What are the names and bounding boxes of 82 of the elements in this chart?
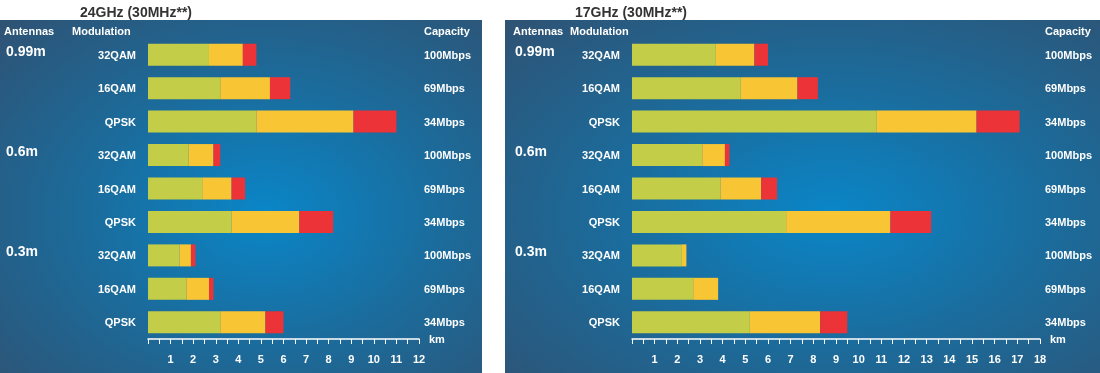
text: 34Mbps [424, 215, 465, 228]
text: 100Mbps [1045, 149, 1093, 162]
text: 34Mbps [1045, 215, 1086, 228]
x-tick-label: 12 [897, 352, 911, 365]
y-tick-label: 32QAM [582, 149, 620, 162]
x-tick-label: 14 [943, 352, 957, 365]
x-tick-label: 2 [190, 352, 197, 365]
text: 34Mbps [424, 115, 465, 128]
text: 69Mbps [424, 82, 465, 95]
x-tick-label: 9 [832, 352, 840, 365]
y-tick-label: 16QAM [582, 82, 620, 95]
x-tick-label: 17 [1011, 352, 1024, 365]
x-tick-label: 1 [167, 352, 174, 365]
text: 100Mbps [424, 48, 472, 61]
x-tick-label: 7 [787, 352, 794, 365]
x-tick-label: 8 [810, 352, 817, 365]
text: 34Mbps [1045, 316, 1086, 329]
chart-title: 24GHz (30MHz**) [80, 4, 193, 20]
y-tick-label: 32QAM [98, 149, 136, 162]
text: Capacity [424, 25, 471, 37]
x-tick-label: 4 [235, 352, 243, 365]
y-tick-label: QPSK [104, 115, 137, 128]
x-tick-label: 13 [920, 352, 933, 365]
y-tick-label: QPSK [588, 115, 621, 128]
y-tick-label: 16QAM [98, 182, 136, 195]
y-axis-title: Modulation [570, 25, 629, 37]
y-tick-label: 16QAM [582, 182, 620, 195]
text: 0.6m [515, 143, 547, 160]
x-tick-label: 8 [325, 352, 332, 365]
x-tick-label: 11 [390, 352, 403, 365]
x-tick-label: 5 [742, 352, 749, 365]
x-tick-label: 2 [674, 352, 681, 365]
x-tick-label: 16 [988, 352, 1001, 365]
x-tick-label: 10 [367, 352, 380, 365]
text: 34Mbps [424, 316, 465, 329]
x-tick-label: 6 [764, 352, 772, 365]
x-tick-label: 12 [412, 352, 426, 365]
text: 100Mbps [1045, 48, 1093, 61]
y-axis-title: Modulation [72, 25, 131, 37]
text: 0.3m [6, 243, 38, 260]
text: Antennas [4, 25, 55, 37]
text: 34Mbps [1045, 115, 1086, 128]
text: 0.99m [515, 42, 555, 59]
y-tick-label: 32QAM [582, 48, 620, 61]
text: Capacity [1045, 25, 1092, 37]
text: 69Mbps [1045, 82, 1086, 95]
text: 100Mbps [424, 249, 472, 262]
x-tick-label: 18 [1033, 352, 1047, 365]
x-tick-label: 3 [696, 352, 704, 365]
y-tick-label: 32QAM [98, 48, 136, 61]
text: 100Mbps [1045, 249, 1093, 262]
x-tick-label: 15 [965, 352, 979, 365]
x-tick-label: 6 [280, 352, 287, 365]
x-tick-label: 5 [257, 352, 264, 365]
y-tick-label: 16QAM [98, 82, 136, 95]
y-tick-label: QPSK [588, 316, 621, 329]
y-tick-label: QPSK [104, 215, 137, 228]
x-tick-label: 4 [719, 352, 727, 365]
text: 0.99m [6, 42, 46, 59]
text: 69Mbps [1045, 182, 1086, 195]
x-tick-label: 10 [852, 352, 865, 365]
x-tick-label: 9 [348, 352, 355, 365]
x-axis-title: km [429, 333, 446, 345]
text: 69Mbps [424, 182, 465, 195]
x-tick-label: 3 [212, 352, 219, 365]
y-tick-label: 32QAM [582, 249, 620, 262]
y-tick-label: 16QAM [98, 282, 136, 295]
text: 0.6m [6, 143, 38, 160]
x-tick-label: 1 [651, 352, 658, 365]
x-tick-label: 7 [303, 352, 310, 365]
y-tick-label: QPSK [104, 316, 137, 329]
text: 69Mbps [424, 282, 465, 295]
chart-title: 17GHz (30MHz**) [575, 4, 688, 20]
x-axis-title: km [1050, 333, 1067, 345]
text: 0.3m [515, 243, 547, 260]
text: 100Mbps [424, 149, 472, 162]
y-tick-label: 32QAM [98, 249, 136, 262]
y-tick-label: QPSK [588, 215, 621, 228]
text: Antennas [513, 25, 564, 37]
x-tick-label: 11 [875, 352, 888, 365]
text: 69Mbps [1045, 282, 1086, 295]
y-tick-label: 16QAM [582, 282, 620, 295]
